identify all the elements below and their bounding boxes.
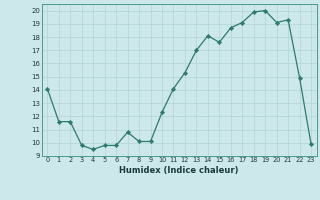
X-axis label: Humidex (Indice chaleur): Humidex (Indice chaleur) <box>119 166 239 175</box>
